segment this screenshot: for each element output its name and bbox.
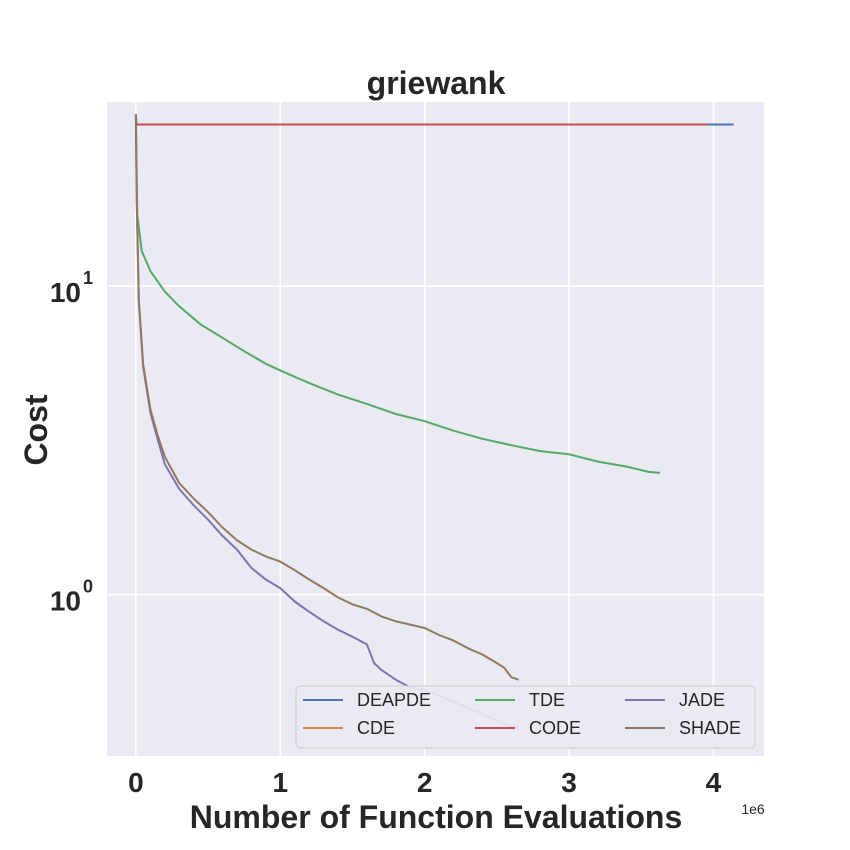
x-tick-label: 1 bbox=[272, 767, 288, 798]
x-tick-label: 0 bbox=[128, 767, 144, 798]
x-tick-label: 3 bbox=[561, 767, 577, 798]
x-tick-label: 2 bbox=[417, 767, 433, 798]
y-tick-label: 10 bbox=[50, 277, 81, 308]
y-tick-label: 10 bbox=[50, 586, 81, 617]
x-tick-labels: 0 1 2 3 4 bbox=[128, 767, 722, 798]
legend-label-jade: JADE bbox=[679, 690, 725, 710]
x-tick-label: 4 bbox=[706, 767, 722, 798]
legend-box bbox=[295, 685, 756, 749]
legend-label-deapde: DEAPDE bbox=[357, 690, 431, 710]
y-tick-exponent: 0 bbox=[83, 577, 93, 597]
legend-label-shade: SHADE bbox=[679, 718, 741, 738]
y-axis-label: Cost bbox=[18, 394, 54, 465]
series-line-tde bbox=[134, 122, 661, 474]
x-offset-label: 1e6 bbox=[741, 801, 765, 817]
legend-label-tde: TDE bbox=[529, 690, 565, 710]
chart-title: griewank bbox=[367, 65, 506, 101]
legend-label-code: CODE bbox=[529, 718, 581, 738]
y-tick-exponent: 1 bbox=[83, 268, 93, 288]
legend-label-cde: CDE bbox=[357, 718, 395, 738]
plot-area bbox=[107, 102, 764, 756]
grid bbox=[107, 102, 764, 756]
x-axis-label: Number of Function Evaluations bbox=[190, 799, 682, 835]
legend: DEAPDE CDE TDE CODE JADE SHADE bbox=[295, 685, 756, 749]
series-line-shade bbox=[134, 114, 519, 681]
